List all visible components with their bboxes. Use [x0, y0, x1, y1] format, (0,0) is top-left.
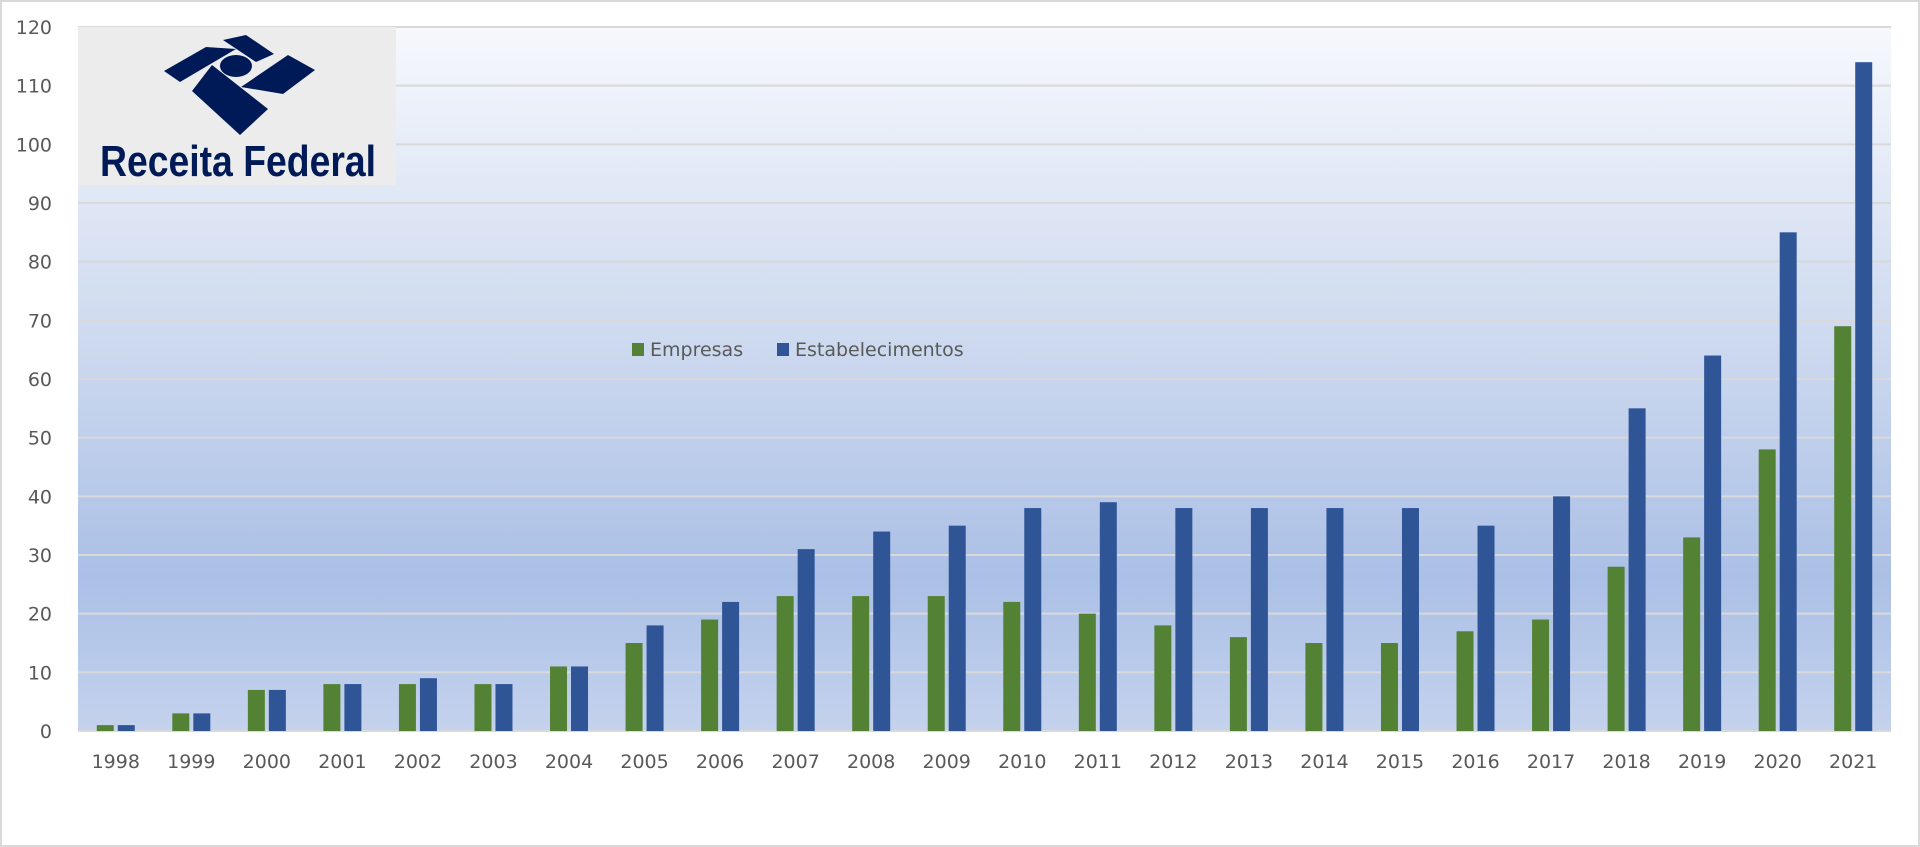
bar-estabelecimentos-1999: [193, 713, 211, 731]
bar-empresas-2020: [1758, 449, 1776, 731]
x-tick-label: 2015: [1376, 751, 1424, 773]
bar-empresas-2012: [1154, 625, 1172, 731]
legend-label-estabelecimentos: Estabelecimentos: [795, 339, 964, 361]
x-tick-label: 2008: [847, 751, 895, 773]
bar-empresas-1998: [96, 725, 114, 731]
x-tick-label: 2004: [545, 751, 593, 773]
bar-empresas-2000: [247, 689, 265, 731]
bar-estabelecimentos-2012: [1175, 508, 1193, 731]
y-tick-label: 110: [16, 76, 52, 98]
x-tick-label: 2013: [1225, 751, 1273, 773]
x-tick-label: 2007: [771, 751, 819, 773]
bar-empresas-2003: [474, 684, 492, 731]
y-tick-label: 20: [28, 604, 52, 626]
y-tick-label: 70: [28, 310, 52, 332]
x-tick-label: 2001: [318, 751, 366, 773]
legend-swatch-empresas: [632, 343, 644, 356]
bar-empresas-2017: [1532, 619, 1550, 731]
x-tick-label: 2018: [1602, 751, 1650, 773]
legend-swatch-estabelecimentos: [777, 343, 789, 356]
y-tick-label: 50: [28, 428, 52, 450]
bar-estabelecimentos-2014: [1326, 508, 1344, 731]
bar-empresas-2005: [625, 643, 643, 731]
bar-empresas-2007: [776, 596, 794, 731]
bar-estabelecimentos-2000: [268, 689, 286, 731]
bar-estabelecimentos-2009: [948, 525, 966, 731]
x-tick-label: 2011: [1074, 751, 1122, 773]
y-tick-label: 100: [16, 134, 52, 156]
bar-estabelecimentos-2010: [1024, 508, 1042, 731]
x-tick-label: 1998: [92, 751, 140, 773]
bar-estabelecimentos-2006: [722, 601, 740, 731]
bar-estabelecimentos-2018: [1628, 408, 1646, 731]
x-tick-label: 2019: [1678, 751, 1726, 773]
bar-estabelecimentos-2021: [1855, 62, 1873, 731]
bar-empresas-2021: [1834, 326, 1852, 731]
y-tick-label: 60: [28, 369, 52, 391]
x-tick-label: 2000: [243, 751, 291, 773]
bar-empresas-1999: [172, 713, 190, 731]
logo: Receita Federal: [78, 27, 396, 186]
bar-empresas-2011: [1078, 613, 1096, 731]
bar-empresas-2006: [701, 619, 719, 731]
bar-estabelecimentos-2020: [1779, 232, 1797, 732]
y-tick-label: 40: [28, 486, 52, 508]
bar-empresas-2008: [852, 596, 870, 731]
bar-estabelecimentos-2011: [1099, 502, 1117, 731]
legend-label-empresas: Empresas: [650, 339, 743, 361]
x-tick-label: 2005: [620, 751, 668, 773]
bar-empresas-2010: [1003, 601, 1021, 731]
bar-empresas-2014: [1305, 643, 1323, 731]
x-tick-label: 2016: [1451, 751, 1499, 773]
bar-empresas-2002: [398, 684, 416, 731]
bar-estabelecimentos-2004: [571, 666, 589, 731]
x-tick-label: 2003: [469, 751, 517, 773]
bar-estabelecimentos-2001: [344, 684, 362, 731]
x-tick-label: 2009: [923, 751, 971, 773]
x-tick-label: 2017: [1527, 751, 1575, 773]
bar-empresas-2004: [550, 666, 568, 731]
bar-estabelecimentos-2019: [1704, 355, 1722, 731]
bar-empresas-2013: [1229, 637, 1247, 731]
bar-estabelecimentos-2002: [419, 678, 437, 731]
x-tick-label: 2012: [1149, 751, 1197, 773]
bar-estabelecimentos-2008: [873, 531, 891, 731]
bar-estabelecimentos-1998: [117, 725, 135, 731]
x-tick-label: 2002: [394, 751, 442, 773]
bar-empresas-2018: [1607, 566, 1625, 731]
bar-estabelecimentos-2015: [1401, 508, 1419, 731]
bar-estabelecimentos-2005: [646, 625, 664, 731]
x-tick-label: 2021: [1829, 751, 1877, 773]
y-tick-label: 10: [28, 662, 52, 684]
x-tick-label: 2010: [998, 751, 1046, 773]
y-tick-label: 30: [28, 545, 52, 567]
bar-empresas-2016: [1456, 631, 1474, 731]
y-tick-label: 90: [28, 193, 52, 215]
bar-empresas-2001: [323, 684, 341, 731]
legend: Empresas Estabelecimentos: [632, 339, 964, 361]
x-tick-label: 2020: [1754, 751, 1802, 773]
x-tick-label: 1999: [167, 751, 215, 773]
bar-estabelecimentos-2016: [1477, 525, 1495, 731]
bar-estabelecimentos-2017: [1553, 496, 1571, 731]
bar-empresas-2019: [1683, 537, 1701, 731]
receita-federal-emblem-icon: [164, 35, 315, 135]
x-tick-label: 2014: [1300, 751, 1348, 773]
y-tick-label: 0: [40, 721, 52, 743]
x-tick-label: 2006: [696, 751, 744, 773]
y-tick-label: 80: [28, 252, 52, 274]
bar-empresas-2015: [1380, 643, 1398, 731]
bar-empresas-2009: [927, 596, 945, 731]
y-tick-label: 120: [16, 17, 52, 39]
bar-estabelecimentos-2003: [495, 684, 513, 731]
bar-estabelecimentos-2007: [797, 549, 815, 731]
bar-estabelecimentos-2013: [1250, 508, 1268, 731]
logo-text: Receita Federal: [100, 137, 376, 186]
